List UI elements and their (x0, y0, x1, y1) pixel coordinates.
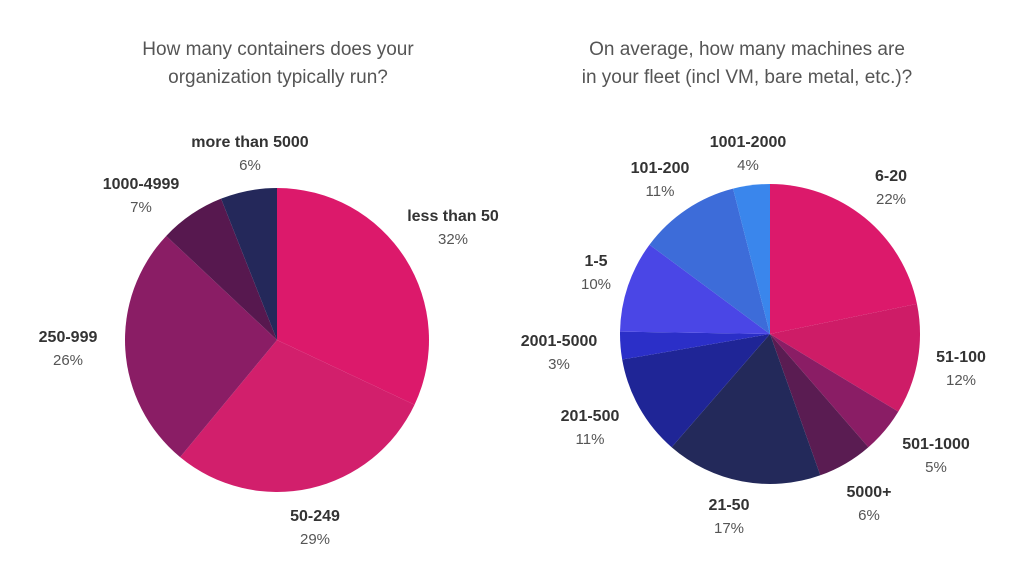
machines-label-21-50: 21-50 17% (708, 497, 750, 537)
containers-slice-1000-4999 (166, 198, 277, 340)
machines-title-line-1: On average, how many machines are (589, 39, 905, 60)
containers-slice-more-than-5000 (221, 188, 277, 340)
machines-slice-2001-5000 (620, 331, 770, 360)
containers-title-line-1: How many containers does your (142, 39, 414, 60)
machines-label-1001-2000: 1001-2000 4% (709, 134, 787, 174)
machines-label-5000-plus: 5000+ 6% (846, 484, 892, 524)
containers-title-line-2: organization typically run? (168, 67, 388, 88)
machines-slice-1001-2000 (733, 184, 770, 334)
machines-label-101-200: 101-200 11% (630, 160, 690, 200)
containers-slice-less-than-50 (277, 188, 429, 405)
containers-slice-250-999 (125, 235, 277, 458)
machines-label-501-1000: 501-1000 5% (902, 436, 970, 476)
containers-label-250-999: 250-999 26% (38, 329, 98, 369)
machines-title-line-2: in your fleet (incl VM, bare metal, etc.… (581, 67, 913, 88)
machines-slice-5000 (770, 334, 869, 476)
machines-slice-101-200 (649, 188, 770, 334)
machines-slice-6-20 (770, 184, 917, 334)
containers-slice-50-249 (180, 340, 415, 493)
machines-slice-1-5 (620, 244, 770, 334)
containers-label-50-249: 50-249 29% (290, 508, 340, 548)
machines-slice-21-50 (671, 334, 821, 485)
machines-slice-501-1000 (770, 334, 899, 448)
containers-label-more-than-5000: more than 5000 6% (191, 134, 309, 174)
containers-label-less-than-50: less than 50 32% (407, 208, 499, 248)
machines-label-1-5: 1-5 10% (580, 253, 612, 293)
machines-label-6-20: 6-20 22% (874, 168, 908, 208)
machines-slice-201-500 (622, 334, 770, 448)
machines-chart-title: On average, how many machines are in you… (557, 36, 937, 92)
machines-label-2001-5000: 2001-5000 3% (520, 333, 598, 373)
machines-slice-51-100 (770, 303, 920, 412)
containers-label-1000-4999: 1000-4999 7% (102, 176, 180, 216)
machines-label-201-500: 201-500 11% (560, 408, 620, 448)
containers-chart-title: How many containers does your organizati… (88, 36, 468, 92)
machines-label-51-100: 51-100 12% (936, 349, 986, 389)
